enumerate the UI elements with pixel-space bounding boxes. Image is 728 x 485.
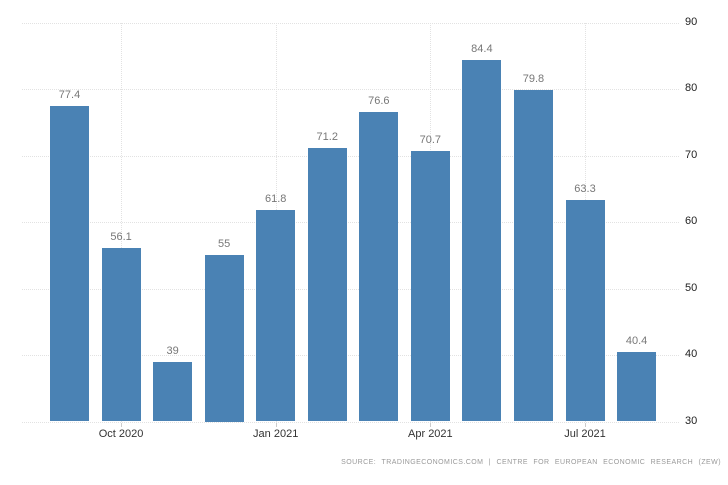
bar-value-label: 61.8 <box>264 193 287 206</box>
horizontal-gridline <box>22 22 679 24</box>
bar-value-label: 63.3 <box>574 183 596 196</box>
bar-value-label: 70.7 <box>419 133 442 146</box>
horizontal-gridline <box>22 155 679 157</box>
x-axis-tick-label: Jul 2021 <box>564 428 606 440</box>
bar-value-label: 71.2 <box>316 130 338 143</box>
horizontal-gridline <box>22 421 679 423</box>
y-axis-tick-label: 70 <box>685 148 698 161</box>
x-axis-tick-mark <box>121 422 123 427</box>
y-axis-tick-label: 50 <box>685 281 698 294</box>
bar[interactable] <box>462 59 502 422</box>
bar-value-label: 56.1 <box>110 230 132 243</box>
bar-value-label: 79.8 <box>522 73 545 86</box>
bar[interactable] <box>204 255 244 422</box>
x-axis-tick-mark <box>585 422 586 427</box>
bar[interactable] <box>307 147 347 422</box>
bar[interactable] <box>153 361 193 422</box>
x-axis-tick-label: Apr 2021 <box>408 428 453 440</box>
horizontal-gridline <box>22 288 679 290</box>
y-axis-tick-label: 30 <box>685 414 698 427</box>
bar-value-label: 76.6 <box>368 94 390 107</box>
bar-value-label: 39 <box>166 344 179 357</box>
y-axis-tick-label: 60 <box>685 215 698 227</box>
bar-value-label: 40.4 <box>625 335 648 348</box>
x-axis-tick-label: Oct 2020 <box>98 428 144 440</box>
horizontal-gridline <box>22 355 679 356</box>
x-axis-tick-mark <box>275 422 277 427</box>
bar[interactable] <box>256 210 296 422</box>
bar-value-label: 55 <box>218 238 231 251</box>
y-axis-tick-label: 80 <box>685 82 698 94</box>
bar[interactable] <box>410 150 450 422</box>
y-axis-tick-label: 40 <box>685 348 698 360</box>
bar-value-label: 77.4 <box>58 89 81 102</box>
vertical-gridline <box>121 22 123 422</box>
bar[interactable] <box>101 247 141 422</box>
bar[interactable] <box>617 352 657 422</box>
source-attribution: SOURCE: TRADINGECONOMICS.COM | CENTRE FO… <box>341 459 721 466</box>
bar[interactable] <box>50 106 89 422</box>
bar[interactable] <box>565 200 605 422</box>
x-axis-tick-label: Jan 2021 <box>253 428 299 440</box>
bar-value-label: 84.4 <box>471 42 493 55</box>
x-axis-tick-mark <box>430 422 432 427</box>
horizontal-gridline <box>22 222 679 223</box>
horizontal-gridline <box>22 89 679 90</box>
y-axis-tick-label: 90 <box>685 15 698 28</box>
bar[interactable] <box>513 90 553 422</box>
bar[interactable] <box>359 111 399 422</box>
